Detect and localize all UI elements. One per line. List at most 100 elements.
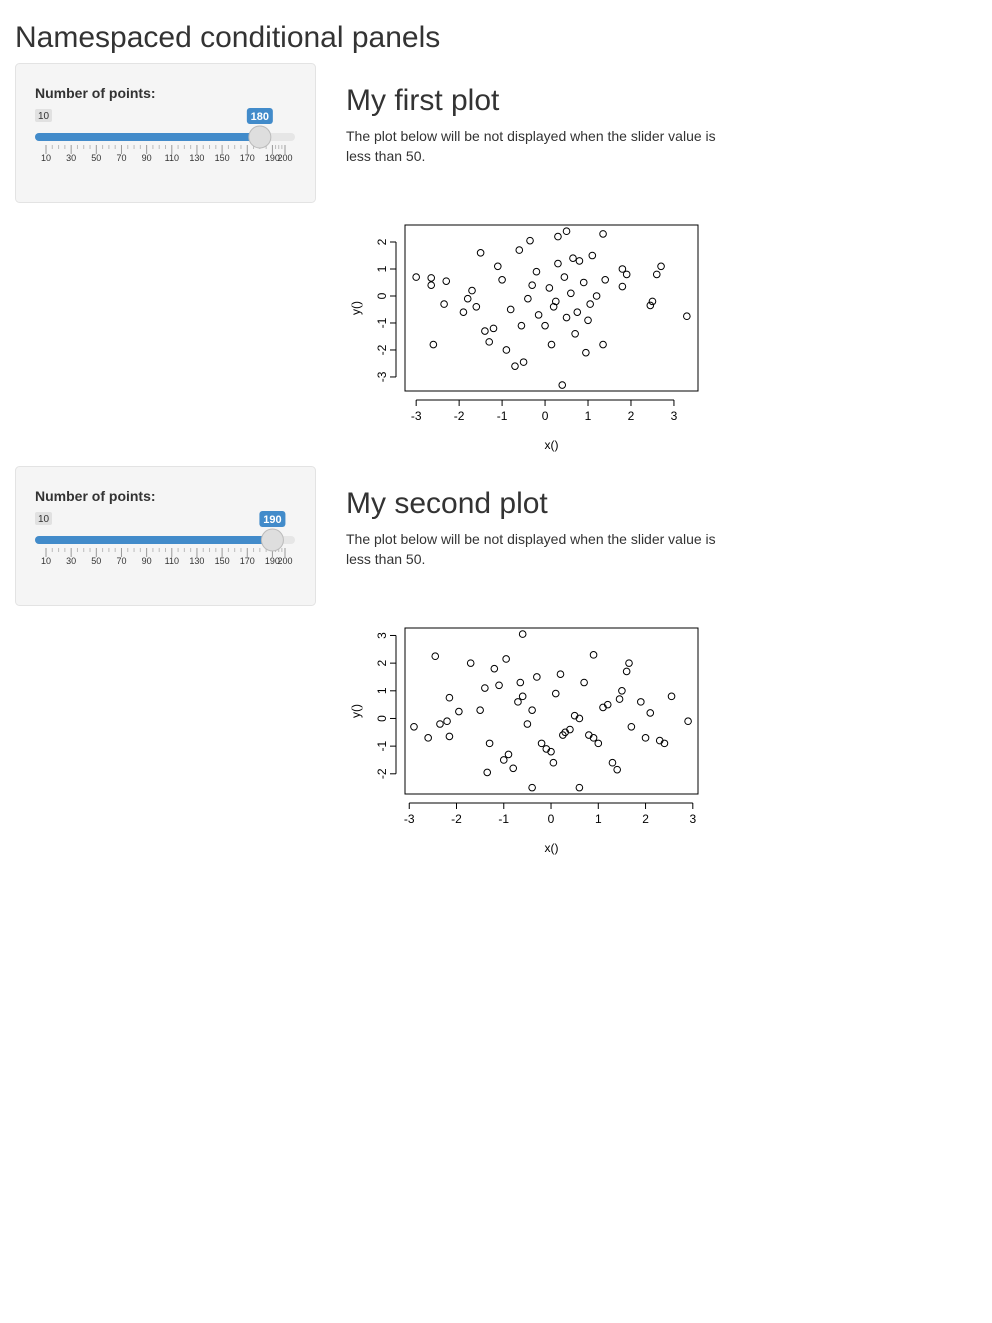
panel-text: The plot below will be not displayed whe… <box>346 128 716 164</box>
point <box>541 321 549 330</box>
point <box>476 706 484 714</box>
point <box>463 294 472 303</box>
point <box>483 768 492 777</box>
point <box>618 265 627 273</box>
point <box>502 655 510 663</box>
point <box>472 302 481 311</box>
point <box>528 706 536 714</box>
x-tick-label: 1 <box>585 409 592 423</box>
point <box>660 739 669 748</box>
slider-tick-label: 150 <box>215 556 230 566</box>
point <box>442 277 451 285</box>
x-tick-label: -2 <box>454 409 465 423</box>
y-tick-label: 0 <box>375 292 389 299</box>
point <box>485 739 494 748</box>
point <box>615 695 624 703</box>
point <box>641 734 650 742</box>
point <box>580 678 588 687</box>
page-title: Namespaced conditional panels <box>15 21 440 54</box>
point <box>567 289 575 298</box>
x-tick-label: 2 <box>642 812 649 826</box>
point <box>549 758 558 767</box>
slider-label: Number of points: <box>35 85 156 101</box>
point <box>551 689 560 698</box>
point <box>554 259 562 268</box>
value-badge <box>259 511 286 527</box>
y-tick-label: -3 <box>375 371 389 382</box>
point <box>562 227 571 236</box>
x-tick-label: 0 <box>548 812 555 826</box>
point <box>537 739 546 748</box>
point <box>569 254 577 263</box>
point <box>667 692 676 701</box>
point <box>622 667 631 676</box>
point <box>554 232 562 241</box>
point <box>498 275 506 284</box>
point <box>575 783 584 792</box>
point <box>481 684 489 692</box>
point <box>592 292 601 300</box>
point <box>519 358 528 366</box>
y-tick-label: 0 <box>375 715 389 722</box>
point <box>468 286 476 295</box>
x-tick-label: -3 <box>404 812 415 826</box>
point <box>608 758 617 767</box>
panel-text: The plot below will be not displayed whe… <box>346 531 716 567</box>
x-tick-label: 1 <box>595 812 602 826</box>
point <box>627 722 636 731</box>
point <box>594 739 603 748</box>
slider-tick-label: 30 <box>66 556 76 566</box>
point <box>509 764 518 773</box>
point <box>652 270 661 279</box>
slider-tick-label: 130 <box>189 556 204 566</box>
y-tick-label: 2 <box>375 659 389 666</box>
y-axis-label: y() <box>349 704 363 718</box>
y-tick-label: -2 <box>375 768 389 779</box>
y-tick-label: -1 <box>375 740 389 751</box>
point <box>684 717 692 726</box>
point <box>547 340 556 349</box>
point <box>533 673 541 681</box>
point <box>556 670 565 679</box>
y-tick-label: 1 <box>375 687 389 694</box>
slider-tick-label: 50 <box>91 153 101 163</box>
point <box>586 300 594 308</box>
point <box>589 651 598 659</box>
point <box>573 308 582 316</box>
point <box>526 236 534 245</box>
slider-bar <box>35 133 260 141</box>
point <box>445 693 454 702</box>
point <box>646 709 655 717</box>
point <box>455 707 463 716</box>
x-tick-label: -1 <box>498 812 509 826</box>
point <box>515 246 524 254</box>
point <box>566 725 574 734</box>
slider-tick-label: 70 <box>116 153 126 163</box>
y-tick-label: -1 <box>375 317 389 328</box>
point <box>459 308 468 316</box>
x-tick-label: -2 <box>451 812 462 826</box>
point <box>427 274 436 282</box>
x-axis-label: x() <box>545 841 559 855</box>
point <box>412 273 420 281</box>
point <box>427 281 436 289</box>
point <box>622 270 631 279</box>
point <box>518 630 527 638</box>
plot-box <box>404 224 699 392</box>
plot-box <box>404 627 699 795</box>
point <box>445 732 454 741</box>
point <box>599 340 607 349</box>
point <box>493 262 502 271</box>
point <box>506 305 515 314</box>
point <box>514 698 522 706</box>
point <box>511 362 519 370</box>
point <box>618 282 627 291</box>
point <box>410 722 418 731</box>
point <box>523 720 532 728</box>
point <box>588 251 597 260</box>
point <box>613 765 621 774</box>
slider-tick-label: 90 <box>142 556 152 566</box>
panel-heading: My second plot <box>346 487 548 520</box>
point <box>490 664 499 673</box>
